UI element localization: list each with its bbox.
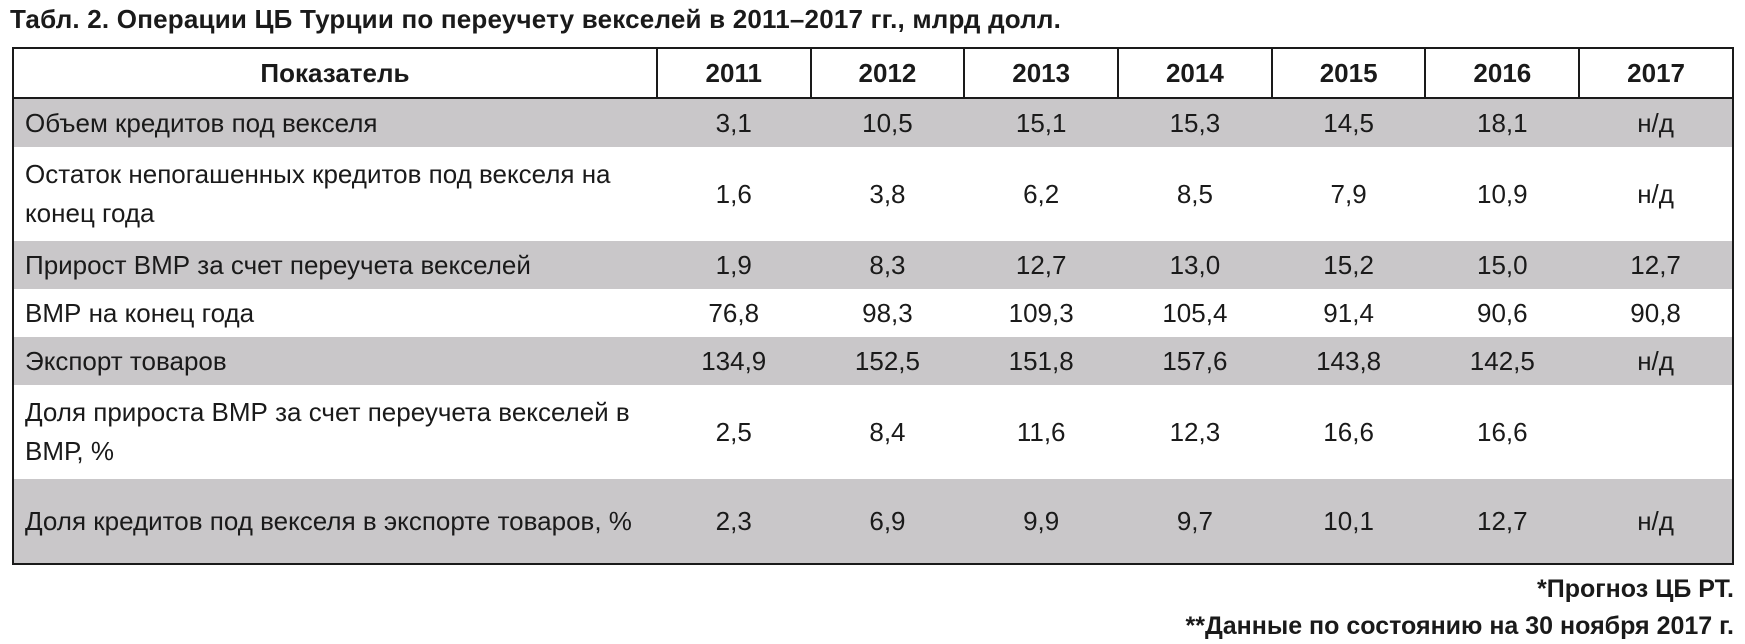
table-cell: 2,5	[656, 385, 811, 479]
table-cell: 2,3	[656, 479, 811, 564]
table-cell: 15,3	[1118, 98, 1272, 147]
data-table: Показатель 2011 2012 2013 2014 2015 2016…	[12, 47, 1734, 565]
table-cell: 12,7	[1579, 241, 1733, 289]
table-cell: 151,8	[964, 337, 1119, 385]
table-cell: 9,7	[1118, 479, 1272, 564]
table-cell: 9,9	[964, 479, 1119, 564]
table-cell: 1,9	[656, 241, 811, 289]
row-label: Экспорт товаров	[13, 337, 657, 385]
table-cell: 10,1	[1271, 479, 1426, 564]
table-cell: 8,4	[810, 385, 965, 479]
table-cell: 8,5	[1118, 147, 1272, 241]
table-cell: 16,6	[1271, 385, 1426, 479]
table-row: Прирост ВМР за счет переучета векселей 1…	[13, 241, 1733, 289]
table-cell: н/д	[1579, 479, 1733, 564]
table-cell: 109,3	[964, 289, 1119, 337]
table-cell: 98,3	[810, 289, 965, 337]
table-cell: 90,6	[1425, 289, 1580, 337]
table-row: Остаток непогашенных кредитов под вексел…	[13, 147, 1733, 241]
table-cell: 143,8	[1271, 337, 1426, 385]
table-row: Объем кредитов под векселя 3,1 10,5 15,1…	[13, 98, 1733, 147]
table-cell: 142,5	[1425, 337, 1580, 385]
table-cell: 3,1	[656, 98, 811, 147]
table-cell: 16,6	[1425, 385, 1580, 479]
table-cell: 1,6	[656, 147, 811, 241]
table-row: Доля кредитов под векселя в экспорте тов…	[13, 479, 1733, 564]
table-cell: 8,3	[810, 241, 965, 289]
table-cell: 15,0	[1425, 241, 1580, 289]
table-cell: 15,1	[964, 98, 1119, 147]
table-cell: 11,6	[964, 385, 1119, 479]
table-cell: 105,4	[1118, 289, 1272, 337]
table-cell: 134,9	[656, 337, 811, 385]
table-cell: 12,7	[1425, 479, 1580, 564]
table-cell: 12,7	[964, 241, 1119, 289]
table-cell: 152,5	[810, 337, 965, 385]
footnote-forecast: *Прогноз ЦБ РТ.	[1537, 575, 1734, 603]
table-cell: 90,8	[1579, 289, 1733, 337]
table-row: Экспорт товаров 134,9 152,5 151,8 157,6 …	[13, 337, 1733, 385]
table-cell: 13,0	[1118, 241, 1272, 289]
row-label: Доля кредитов под векселя в экспорте тов…	[13, 479, 657, 564]
table-cell: 14,5	[1271, 98, 1426, 147]
header-indicator: Показатель	[13, 48, 657, 99]
footnote-data-date: **Данные по состоянию на 30 ноября 2017 …	[1185, 612, 1734, 640]
table-cell: 18,1	[1425, 98, 1580, 147]
table-cell: 91,4	[1271, 289, 1426, 337]
table-cell: 10,9	[1425, 147, 1580, 241]
table-cell	[1579, 385, 1733, 479]
header-row: Показатель 2011 2012 2013 2014 2015 2016…	[13, 48, 1733, 99]
row-label: Объем кредитов под векселя	[13, 98, 657, 147]
table-cell: 76,8	[656, 289, 811, 337]
table-cell: н/д	[1579, 98, 1733, 147]
row-label: Прирост ВМР за счет переучета векселей	[13, 241, 657, 289]
header-year-2017: 2017	[1578, 48, 1733, 99]
table-cell: 15,2	[1271, 241, 1426, 289]
row-label: Доля прироста ВМР за счет переучета векс…	[13, 385, 657, 479]
header-year-2014: 2014	[1117, 48, 1272, 99]
table-cell: 10,5	[810, 98, 965, 147]
table-row: Доля прироста ВМР за счет переучета векс…	[13, 385, 1733, 479]
table-row: ВМР на конец года 76,8 98,3 109,3 105,4 …	[13, 289, 1733, 337]
header-year-2016: 2016	[1424, 48, 1580, 99]
row-label: ВМР на конец года	[13, 289, 657, 337]
table-cell: 157,6	[1118, 337, 1272, 385]
row-label: Остаток непогашенных кредитов под вексел…	[13, 147, 657, 241]
header-year-2011: 2011	[655, 48, 811, 99]
header-year-2015: 2015	[1270, 48, 1426, 99]
table-cell: 3,8	[810, 147, 965, 241]
table-cell: 6,2	[964, 147, 1119, 241]
header-year-2013: 2013	[963, 48, 1119, 99]
table-cell: 7,9	[1271, 147, 1426, 241]
table-title: Табл. 2. Операции ЦБ Турции по переучету…	[10, 4, 1062, 34]
table-cell: 6,9	[810, 479, 965, 564]
table-cell: н/д	[1579, 147, 1733, 241]
table-cell: н/д	[1579, 337, 1733, 385]
table-cell: 12,3	[1118, 385, 1272, 479]
header-year-2012: 2012	[809, 48, 965, 99]
